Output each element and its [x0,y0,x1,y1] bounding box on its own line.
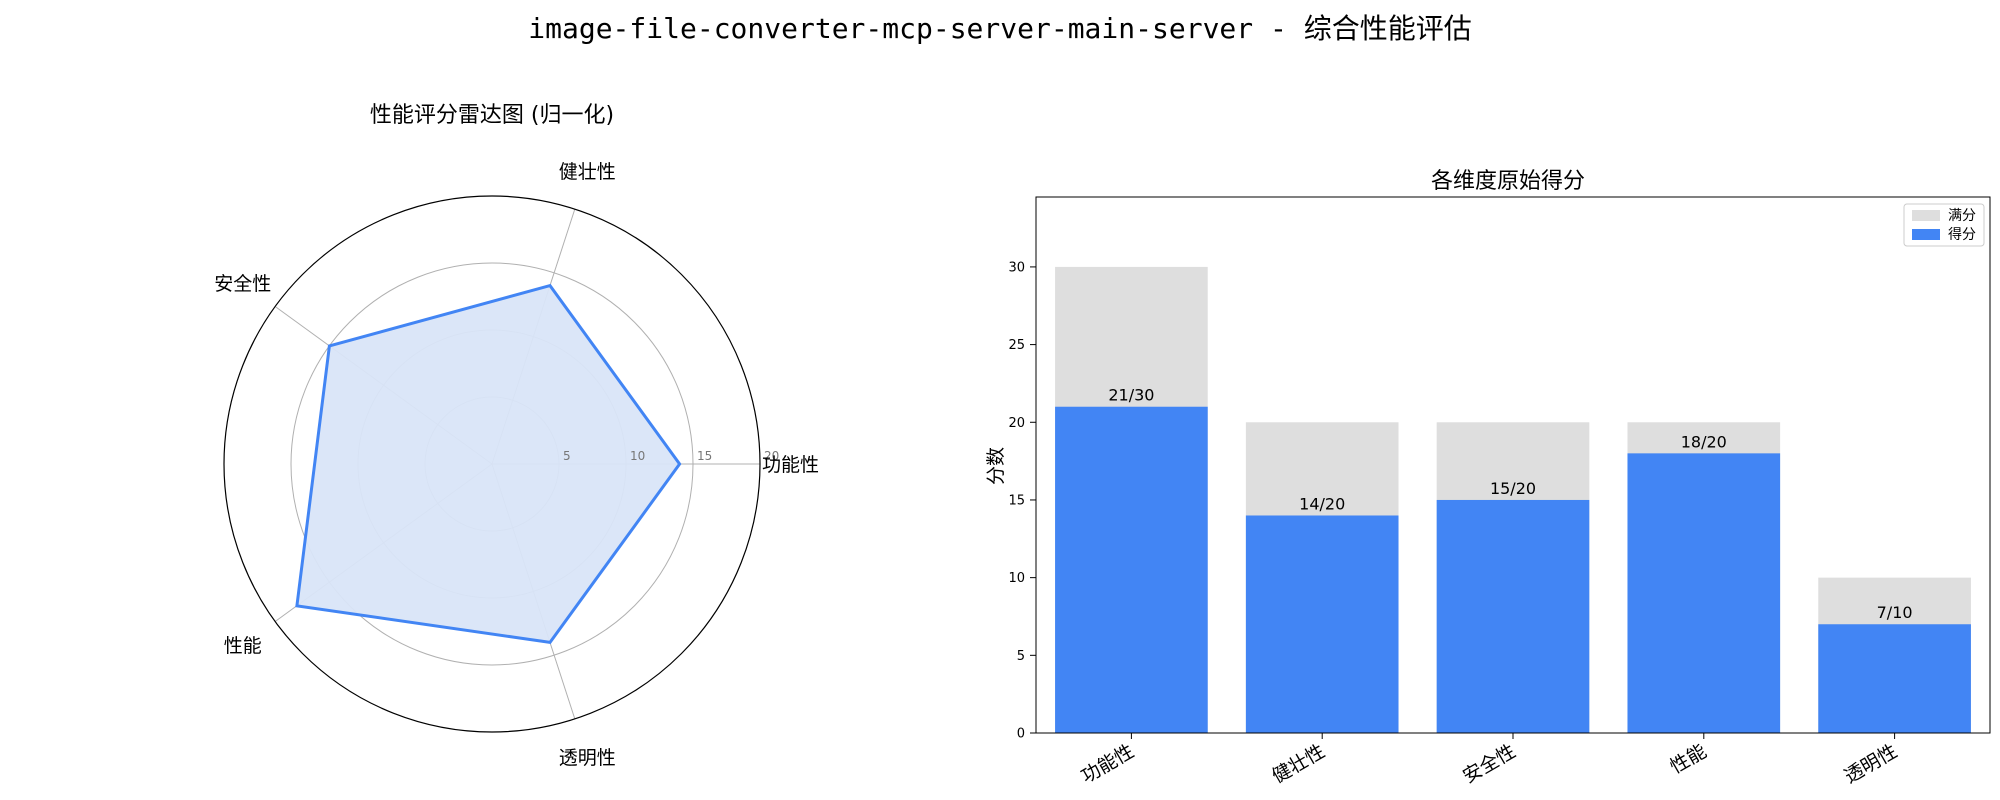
bar-data-label: 7/10 [1877,603,1913,622]
plot-frame [1035,196,1991,734]
y-tick-label: 0 [1017,727,1025,742]
legend-swatch-max [1912,210,1940,221]
x-tick-label: 安全性 [1459,740,1519,788]
y-axis-label: 分数 [985,447,1007,485]
bar-data-label: 18/20 [1681,432,1727,451]
y-tick-label: 15 [1008,493,1025,508]
radar-axis-label: 健壮性 [559,161,616,183]
legend-swatch-score [1912,229,1940,240]
x-tick-label: 健壮性 [1268,740,1328,788]
bar-score [1245,515,1399,733]
radar-axis-label: 功能性 [762,454,819,476]
radar-axis-label: 安全性 [214,273,271,295]
x-tick-label: 功能性 [1078,740,1138,788]
legend-label-score: 得分 [1948,226,1976,243]
bar-score [1055,406,1208,733]
y-tick-label: 30 [1008,260,1025,275]
bar-data-label: 14/20 [1299,494,1345,513]
y-tick-label: 5 [1017,649,1025,664]
radar-area [296,285,680,643]
x-tick-label: 性能 [1666,740,1710,778]
radar-title: 性能评分雷达图 (归一化) [370,103,614,128]
bar-score [1436,499,1590,733]
radar-r-tick: 5 [563,449,571,463]
radar-axis-label: 透明性 [559,747,616,769]
radar-r-tick: 20 [764,449,779,463]
radar-r-tick: 15 [697,449,712,463]
bar-data-label: 15/20 [1490,479,1536,498]
bar-title: 各维度原始得分 [1431,169,1585,194]
bar-chart: 各维度原始得分 分数 21/30 功能性 14/20 健壮性 15/20 安全性 18/20… [985,169,1991,788]
figure-title: image-file-converter-mcp-server-main-ser… [528,12,1471,45]
y-tick-label: 25 [1008,338,1025,353]
x-tick-label: 透明性 [1841,740,1901,788]
bar-score [1818,624,1971,733]
bar-score [1627,453,1781,733]
legend-label-max: 满分 [1948,208,1976,224]
radar-outer-frame [223,195,761,733]
bar-data-label: 21/30 [1108,386,1154,405]
y-tick-label: 10 [1008,571,1025,586]
radar-axis-label: 性能 [224,635,262,657]
radar-r-tick: 10 [630,449,645,463]
radar-outline [295,283,682,645]
y-tick-label: 20 [1008,416,1025,431]
